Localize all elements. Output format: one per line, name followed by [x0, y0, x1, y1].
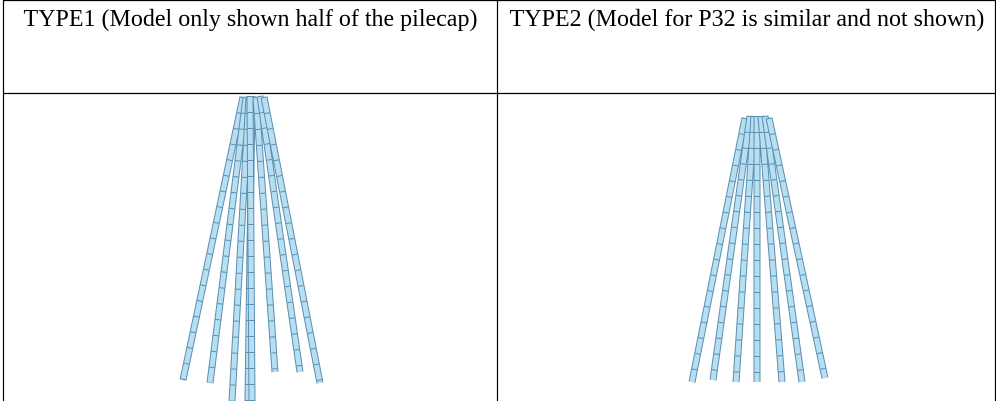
pile [250, 96, 252, 401]
page: TYPE1 (Model only shown half of the pile… [0, 0, 996, 401]
column-header: TYPE2 (Model for P32 is similar and not … [498, 3, 996, 91]
pile-model [183, 96, 825, 401]
column-header: TYPE1 (Model only shown half of the pile… [4, 3, 497, 91]
